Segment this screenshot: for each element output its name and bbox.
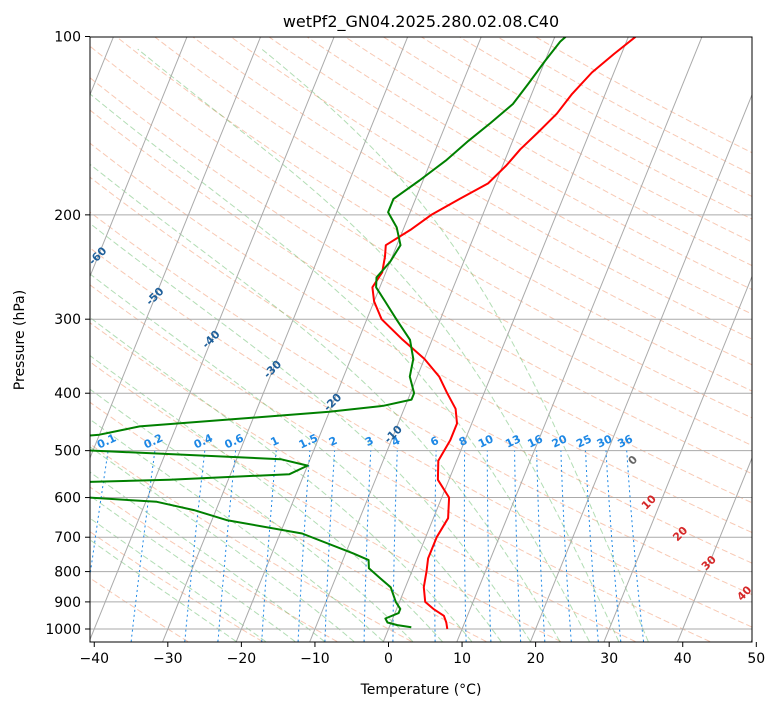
data-series: [90, 37, 637, 630]
dry-adiabat: [90, 284, 711, 642]
y-tick-label: 700: [54, 530, 81, 546]
background-adiabats: [90, 37, 752, 642]
moist-adiabat: [90, 273, 502, 642]
y-tick-label: 900: [54, 595, 81, 611]
y-axis-label: Pressure (hPa): [12, 290, 28, 390]
dry-adiabat: [90, 322, 636, 642]
dry-adiabat: [90, 109, 752, 504]
isotherm-line: [530, 93, 752, 642]
x-tick-label: 20: [527, 651, 545, 667]
dry-adiabat: [230, 37, 752, 340]
isotherm-line: [90, 37, 188, 278]
y-tick-label: 1000: [45, 622, 81, 638]
dry-adiabat: [90, 401, 487, 642]
moist-adiabat: [261, 48, 649, 642]
mixing-ratio-label: 25: [574, 432, 593, 450]
dry-adiabat: [90, 176, 752, 564]
mixing-ratio-label: 20: [550, 432, 570, 450]
isotherm-line: [603, 275, 752, 642]
moist-adiabat: [90, 222, 531, 642]
dry-adiabat: [90, 531, 263, 642]
isotherm-line: [456, 37, 703, 642]
plot-frame: [89, 36, 753, 643]
dry-adiabat: [90, 142, 752, 534]
x-tick-label: −10: [300, 651, 330, 667]
dewpoint-profile: [90, 37, 567, 629]
dry-adiabat: [154, 37, 752, 392]
y-tick-label: 300: [54, 312, 81, 328]
x-tick-label: 40: [674, 651, 692, 667]
x-tick-label: −40: [80, 651, 110, 667]
moist-adiabat: [137, 48, 620, 642]
y-tick-label: 500: [54, 444, 81, 460]
mixing-ratio-label: 13: [503, 432, 522, 450]
y-tick-label: 400: [54, 386, 81, 402]
moist-adiabat: [90, 355, 443, 642]
x-tick-label: −20: [227, 651, 257, 667]
temperature-profile: [371, 37, 637, 630]
isotherm-line: [309, 37, 556, 642]
moist-adiabat: [90, 517, 267, 642]
x-tick-label: 10: [453, 651, 471, 667]
moist-adiabat: [90, 446, 355, 642]
x-tick-label: 50: [747, 651, 765, 667]
isotherm-line: [162, 37, 409, 642]
mixing-ratio-label: 36: [616, 432, 636, 450]
moist-adiabat: [90, 93, 590, 642]
moist-adiabat: [90, 539, 237, 642]
x-axis-label: Temperature (°C): [360, 682, 482, 698]
y-tick-label: 800: [54, 565, 81, 581]
mixing-ratio-label: 30: [595, 432, 615, 450]
isotherm-line: [382, 37, 629, 642]
mixing-ratio-label: 16: [526, 432, 546, 450]
y-tick-label: 200: [54, 208, 81, 224]
isotherm-line: [677, 456, 752, 642]
x-tick-label: −30: [153, 651, 183, 667]
moist-adiabat: [90, 471, 325, 642]
x-tick-label: 0: [384, 651, 393, 667]
y-tick-label: 600: [54, 491, 81, 507]
dry-adiabat: [90, 486, 338, 642]
isotherm-line: [90, 37, 262, 460]
axis-ticks: −40 −30 −20 −10 0 10 20 30 40 50 1000 900 800 700 600 5…: [45, 30, 765, 668]
moist-adiabat: [90, 163, 561, 642]
chart-title: wetPf2_GN04.2025.280.02.08.C40: [283, 12, 559, 32]
isotherm-line: [90, 37, 335, 641]
dry-adiabat: [90, 45, 752, 447]
dry-adiabat: [268, 37, 752, 315]
y-tick-label: 100: [54, 30, 81, 46]
grid-lines: [90, 37, 752, 642]
x-tick-label: 30: [600, 651, 618, 667]
moist-adiabat: [90, 418, 384, 642]
dry-adiabat: [90, 361, 562, 642]
moist-adiabat: [90, 316, 473, 642]
isotherm-line: [235, 37, 482, 642]
mixing-ratio-label: 10: [476, 432, 496, 450]
